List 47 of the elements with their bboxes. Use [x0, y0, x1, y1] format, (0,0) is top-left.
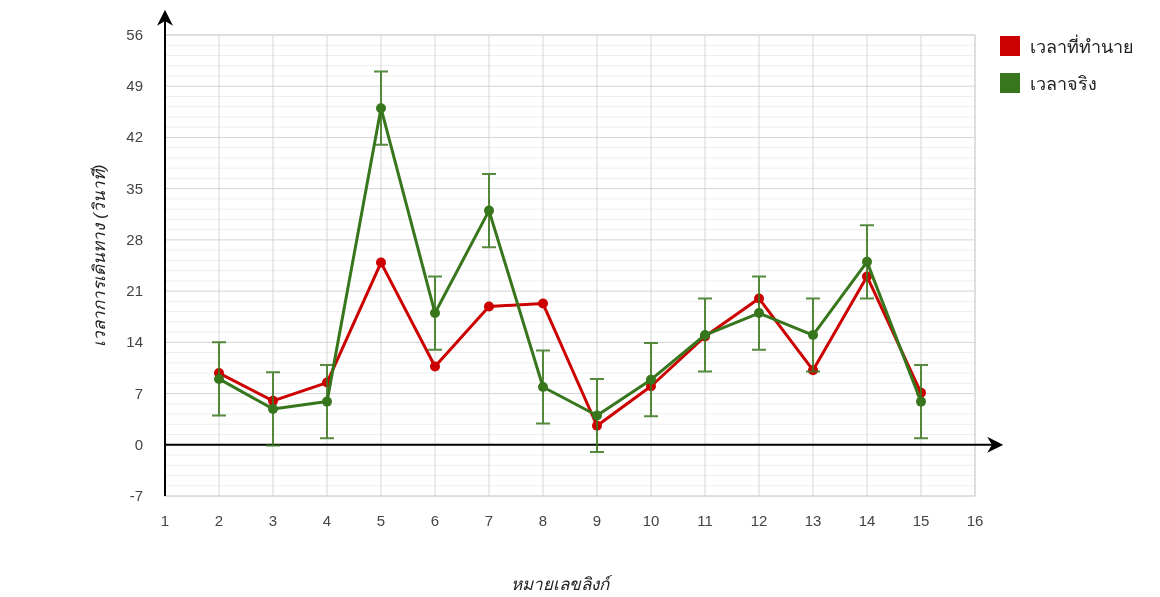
y-tick-label: 56 — [126, 26, 143, 43]
point — [538, 381, 548, 392]
x-tick-label: 7 — [484, 512, 494, 529]
x-tick-label: 13 — [804, 512, 822, 529]
y-tick-label: 35 — [126, 179, 143, 197]
legend-label: เวลาจริง — [1030, 74, 1097, 94]
x-axis-title: หมายเลขลิงก์ — [511, 575, 613, 594]
x-tick-label: 4 — [322, 512, 332, 529]
x-tick-label: 9 — [592, 512, 602, 529]
y-tick-label: -7 — [129, 487, 143, 504]
point — [214, 373, 224, 384]
x-tick-label: 15 — [912, 512, 930, 529]
point — [646, 374, 656, 385]
point — [268, 403, 278, 414]
point — [430, 361, 440, 372]
point — [538, 298, 548, 309]
point — [808, 330, 818, 341]
x-tick-label: 16 — [966, 512, 984, 529]
x-tick-label: 6 — [430, 512, 440, 529]
x-tick-label: 12 — [750, 512, 768, 529]
x-tick-label: 3 — [268, 512, 278, 529]
point — [430, 308, 440, 319]
point — [376, 103, 386, 114]
x-tick-label: 8 — [538, 512, 548, 529]
x-tick-label: 11 — [697, 512, 713, 529]
point — [754, 308, 764, 319]
point — [862, 256, 872, 267]
x-tick-label: 14 — [858, 512, 876, 529]
point — [322, 396, 332, 407]
point — [592, 410, 602, 421]
y-tick-label: 28 — [126, 230, 143, 248]
point — [484, 205, 494, 216]
y-tick-label: 42 — [126, 128, 143, 146]
y-tick-label: 7 — [134, 384, 143, 402]
legend-label: เวลาที่ทำนาย — [1030, 34, 1134, 57]
point — [484, 301, 494, 312]
x-tick-label: 5 — [376, 512, 386, 529]
x-tick-label: 10 — [642, 512, 660, 529]
x-tick-label: 2 — [214, 512, 224, 529]
y-tick-label: 21 — [126, 282, 143, 300]
y-tick-label: 0 — [134, 435, 143, 453]
point — [376, 257, 386, 268]
y-axis-title: เวลาการเดินทาง (วินาที) — [90, 164, 109, 347]
y-tick-label: 49 — [126, 77, 143, 95]
y-tick-label: 14 — [126, 333, 143, 351]
x-tick-label: 1 — [160, 512, 170, 529]
point — [916, 396, 926, 407]
